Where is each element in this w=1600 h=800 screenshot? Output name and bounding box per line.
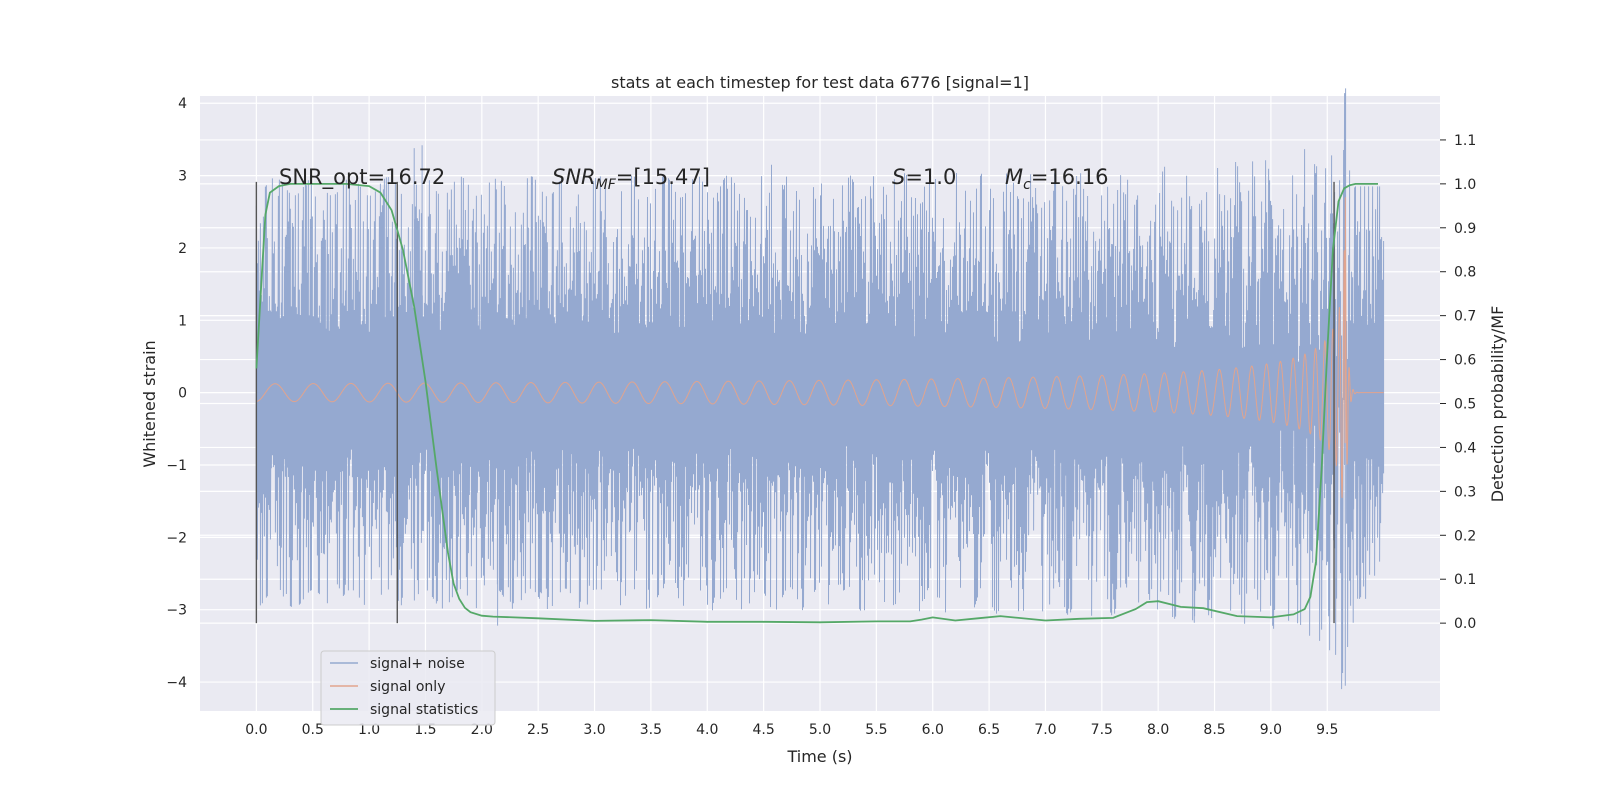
annotation-snr-mf-subscript: MF [596,177,617,193]
plot-area [255,88,1385,690]
x-tick-label: 1.5 [414,722,436,738]
x-tick-label: 1.0 [358,722,380,738]
y-right-tick-label: 1.0 [1454,177,1476,193]
y-axis-right-label: Detection probability/MF [1488,306,1507,503]
y-tick-label: 1 [178,313,187,329]
y-axis-right: 1.1 1.0 0.9 0.8 0.7 0.6 0.5 0.4 0.3 0.2 0.1 0.0 [1440,133,1476,632]
annotation-mc-subscript: c [1023,177,1031,193]
x-tick-label: 7.5 [1091,722,1113,738]
annotation-mc: Mc=16.16 [1005,165,1109,193]
legend-box [320,650,496,726]
y-tick-label: 4 [178,96,187,112]
x-tick-label: 0.0 [245,722,267,738]
y-right-tick-label: 0.4 [1454,440,1476,456]
series-signal-only [256,197,1384,499]
x-tick-label: 8.5 [1203,722,1225,738]
y-tick-label: −2 [166,530,187,546]
legend-label-signal-statistics: signal statistics [370,702,478,718]
y-tick-label: 3 [178,169,187,185]
y-tick-label: −4 [166,675,187,691]
x-tick-label: 4.5 [753,722,775,738]
y-tick-label: −1 [166,458,187,474]
y-tick-label: −3 [166,603,187,619]
annotation-snr-opt: SNR_opt=16.72 [279,165,445,190]
legend-label-signal-noise: signal+ noise [370,656,465,672]
x-tick-label: 9.0 [1260,722,1282,738]
x-tick-label: 3.0 [583,722,605,738]
x-tick-label: 6.0 [922,722,944,738]
y-right-tick-label: 1.1 [1454,133,1476,149]
y-right-tick-label: 0.5 [1454,397,1476,413]
legend-label-signal-only: signal only [370,679,445,695]
y-tick-label: 2 [178,241,187,257]
x-tick-label: 5.0 [809,722,831,738]
x-tick-label: 4.0 [696,722,718,738]
annotation-mc-symbol: M [1005,165,1023,189]
series-signal-statistics [255,183,1378,624]
x-tick-label: 8.0 [1147,722,1169,738]
y-right-tick-label: 0.9 [1454,221,1476,237]
annotation-snr-mf-value: =[15.47] [616,165,710,189]
x-tick-label: 3.5 [640,722,662,738]
y-right-tick-label: 0.0 [1454,616,1476,632]
x-axis: 0.0 0.5 1.0 1.5 2.0 2.5 3.0 3.5 4.0 4.5 5.0 5.5 6.0 6… [245,722,1338,738]
y-tick-label: 0 [178,386,187,402]
x-tick-label: 0.5 [302,722,324,738]
annotation-s: S=1.0 [892,165,956,189]
x-tick-label: 6.5 [978,722,1000,738]
annotation-mc-value: =16.16 [1031,165,1109,189]
x-tick-label: 7.0 [1034,722,1056,738]
annotation-s-value: =1.0 [905,165,956,189]
x-axis-label: Time (s) [786,747,852,766]
annotation-snr-mf-symbol: SNR [552,165,596,189]
annotation-snr-mf: SNRMF=[15.47] [552,165,710,193]
annotation-s-symbol: S [892,165,905,189]
series-signal-noise [255,88,1385,690]
x-tick-label: 2.5 [527,722,549,738]
legend: signal+ noise signal only signal statist… [320,650,496,726]
vertical-markers [255,181,1335,624]
y-axis-left: 4 3 2 1 0 −1 −2 −3 −4 [166,96,187,691]
y-right-tick-label: 0.7 [1454,309,1476,325]
y-right-tick-label: 0.6 [1454,353,1476,369]
y-right-tick-label: 0.2 [1454,528,1476,544]
x-tick-label: 5.5 [865,722,887,738]
y-axis-label: Whitened strain [140,340,159,467]
x-tick-label: 9.5 [1316,722,1338,738]
y-right-tick-label: 0.8 [1454,265,1476,281]
chart-title: stats at each timestep for test data 677… [611,73,1029,92]
x-tick-label: 2.0 [471,722,493,738]
y-right-tick-label: 0.3 [1454,484,1476,500]
y-right-tick-label: 0.1 [1454,572,1476,588]
